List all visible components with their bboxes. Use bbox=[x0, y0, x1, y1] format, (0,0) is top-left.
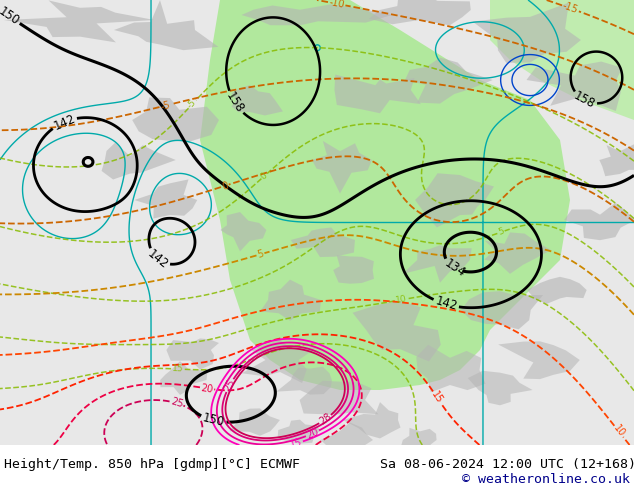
PathPatch shape bbox=[160, 361, 208, 395]
PathPatch shape bbox=[468, 371, 533, 405]
Text: 0: 0 bbox=[221, 180, 230, 192]
Text: -15: -15 bbox=[561, 1, 579, 16]
PathPatch shape bbox=[353, 300, 441, 362]
PathPatch shape bbox=[484, 232, 551, 274]
PathPatch shape bbox=[242, 4, 392, 25]
PathPatch shape bbox=[221, 212, 266, 251]
Text: -10: -10 bbox=[328, 0, 346, 10]
Text: -5: -5 bbox=[186, 98, 198, 111]
PathPatch shape bbox=[134, 179, 197, 219]
Text: 28: 28 bbox=[318, 412, 333, 427]
Text: 15: 15 bbox=[429, 390, 444, 405]
PathPatch shape bbox=[4, 0, 154, 43]
Text: 142: 142 bbox=[145, 247, 171, 271]
Text: 134: 134 bbox=[442, 256, 468, 280]
Text: 142: 142 bbox=[51, 112, 77, 132]
Text: Sa 08-06-2024 12:00 UTC (12+168): Sa 08-06-2024 12:00 UTC (12+168) bbox=[380, 458, 634, 470]
PathPatch shape bbox=[321, 422, 373, 454]
Text: 0: 0 bbox=[259, 171, 269, 181]
Text: 5: 5 bbox=[256, 248, 265, 260]
Text: 25: 25 bbox=[169, 396, 184, 410]
PathPatch shape bbox=[526, 62, 622, 111]
Text: 5: 5 bbox=[497, 227, 505, 237]
PathPatch shape bbox=[114, 0, 219, 50]
PathPatch shape bbox=[231, 85, 283, 116]
Text: 20: 20 bbox=[200, 383, 214, 394]
PathPatch shape bbox=[133, 98, 219, 142]
PathPatch shape bbox=[242, 340, 318, 383]
Text: 158: 158 bbox=[572, 89, 597, 111]
PathPatch shape bbox=[564, 203, 634, 240]
PathPatch shape bbox=[415, 173, 494, 227]
PathPatch shape bbox=[333, 255, 374, 284]
Text: 10: 10 bbox=[395, 294, 408, 305]
Text: 20: 20 bbox=[305, 426, 320, 441]
PathPatch shape bbox=[369, 0, 471, 25]
PathPatch shape bbox=[417, 345, 486, 392]
Text: 150: 150 bbox=[0, 4, 22, 27]
Text: 15: 15 bbox=[288, 437, 304, 450]
PathPatch shape bbox=[343, 402, 401, 439]
PathPatch shape bbox=[472, 2, 581, 63]
PathPatch shape bbox=[278, 419, 321, 443]
PathPatch shape bbox=[490, 0, 634, 120]
PathPatch shape bbox=[498, 342, 580, 379]
PathPatch shape bbox=[291, 227, 355, 257]
Text: 150: 150 bbox=[201, 412, 226, 429]
PathPatch shape bbox=[101, 143, 176, 179]
PathPatch shape bbox=[276, 367, 332, 394]
PathPatch shape bbox=[461, 291, 543, 329]
Text: 10: 10 bbox=[611, 423, 626, 440]
PathPatch shape bbox=[230, 408, 280, 436]
PathPatch shape bbox=[403, 245, 472, 283]
Text: -5: -5 bbox=[159, 99, 171, 112]
PathPatch shape bbox=[335, 74, 421, 113]
PathPatch shape bbox=[401, 428, 437, 449]
Text: Height/Temp. 850 hPa [gdmp][°C] ECMWF: Height/Temp. 850 hPa [gdmp][°C] ECMWF bbox=[4, 458, 300, 470]
Text: 142: 142 bbox=[434, 295, 458, 314]
Text: 158: 158 bbox=[224, 90, 247, 116]
Text: 25: 25 bbox=[223, 378, 237, 393]
PathPatch shape bbox=[260, 280, 321, 321]
PathPatch shape bbox=[200, 0, 570, 390]
Text: 15: 15 bbox=[172, 364, 184, 374]
PathPatch shape bbox=[312, 141, 372, 194]
PathPatch shape bbox=[166, 339, 219, 369]
PathPatch shape bbox=[527, 277, 586, 304]
Text: © weatheronline.co.uk: © weatheronline.co.uk bbox=[462, 473, 630, 487]
PathPatch shape bbox=[300, 381, 378, 415]
PathPatch shape bbox=[405, 57, 493, 103]
PathPatch shape bbox=[599, 144, 634, 176]
